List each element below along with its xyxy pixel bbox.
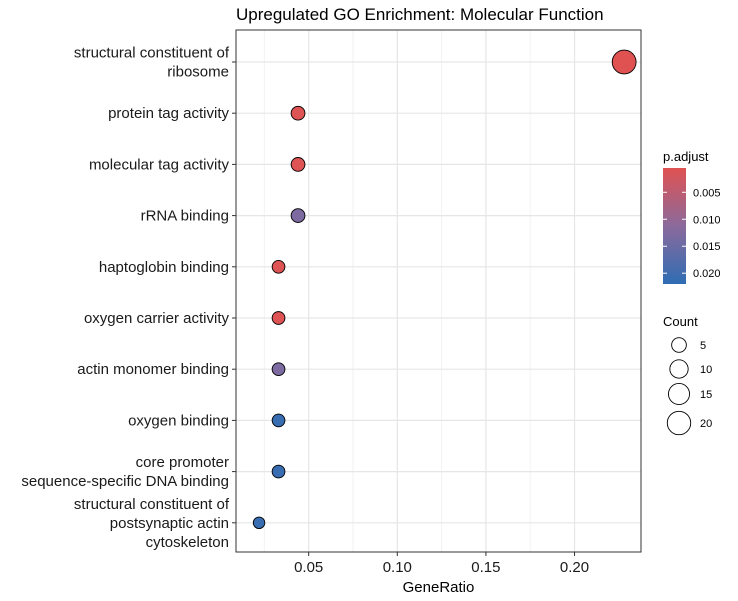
y-tick-label: sequence-specific DNA binding [21, 473, 229, 490]
plot-panel-border [235, 29, 642, 553]
y-tick-label: protein tag activity [108, 105, 229, 122]
data-points [252, 49, 637, 530]
colorbar-tick-label: 0.015 [693, 241, 721, 253]
x-tick-label: 0.10 [383, 559, 412, 576]
size-legend-circle [666, 410, 692, 436]
y-tick-label: ribosome [167, 64, 229, 81]
y-tick-label: cytoskeleton [146, 534, 229, 551]
legend-size-title: Count [663, 314, 698, 329]
size-legend-circle [669, 359, 689, 379]
y-tick-label: structural constituent of [74, 496, 230, 513]
size-legend-label: 10 [700, 364, 712, 376]
size-legend-label: 15 [700, 389, 712, 401]
x-axis: 0.05 0.10 0.15 0.20 [294, 552, 589, 576]
chart-title: Upregulated GO Enrichment: Molecular Fun… [236, 5, 604, 24]
color-bar [663, 168, 686, 284]
data-point [252, 516, 266, 530]
legend-color-title: p.adjust [663, 149, 709, 164]
data-point [271, 311, 286, 325]
legend-size: Count 5 10 15 20 [663, 314, 712, 436]
data-point [271, 362, 286, 377]
x-tick-label: 0.15 [471, 559, 500, 576]
y-tick-label: structural constituent of [74, 45, 230, 62]
legend-color: p.adjust 0.005 0.010 0.015 0.020 [663, 149, 721, 284]
data-point [290, 157, 306, 172]
data-point [271, 259, 286, 274]
y-tick-label: postsynaptic actin [110, 515, 229, 532]
data-point [290, 105, 306, 121]
y-axis: structural constituent of ribosome protein… [21, 45, 236, 551]
data-point [290, 208, 306, 223]
y-tick-label: actin monomer binding [77, 361, 229, 378]
y-tick-label: molecular tag activity [89, 156, 230, 173]
x-tick-label: 0.20 [560, 559, 589, 576]
x-tick-label: 0.05 [294, 559, 323, 576]
colorbar-tick-label: 0.005 [693, 187, 721, 199]
x-axis-title: GeneRatio [403, 579, 475, 596]
size-legend-circle [671, 337, 687, 353]
y-tick-label: rRNA binding [141, 208, 229, 225]
y-tick-label: oxygen binding [128, 412, 229, 429]
size-legend-label: 20 [700, 418, 712, 430]
colorbar-tick-label: 0.020 [693, 268, 721, 280]
size-legend-circle [667, 382, 691, 406]
data-point [611, 49, 637, 75]
y-tick-label: haptoglobin binding [99, 259, 229, 276]
data-point [271, 464, 286, 479]
colorbar-tick-label: 0.010 [693, 214, 721, 226]
y-tick-label: oxygen carrier activity [84, 310, 230, 327]
data-point [271, 413, 286, 428]
size-legend-label: 5 [700, 340, 706, 352]
y-tick-label: core promoter [136, 454, 229, 471]
